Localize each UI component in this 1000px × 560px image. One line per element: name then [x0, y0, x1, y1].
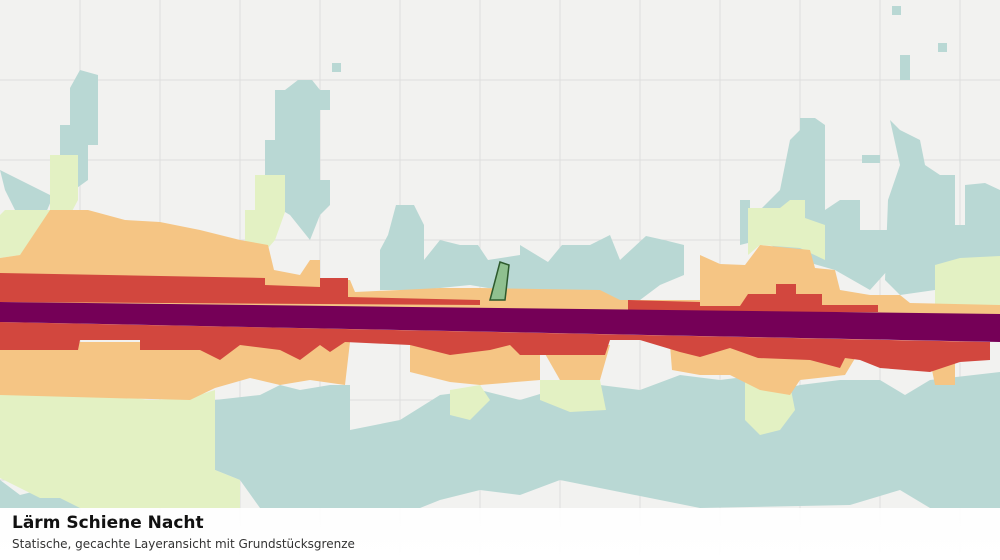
caption-subtitle: Statische, gecachte Layeransicht mit Gru…: [12, 537, 355, 551]
noise-zone-highest: [0, 302, 1000, 342]
noise-zone-high: [0, 273, 990, 372]
noise-zone-lowmid: [0, 155, 1000, 508]
caption: Lärm Schiene Nacht Statische, gecachte L…: [0, 508, 1000, 560]
parcel-boundary: [489, 261, 510, 301]
caption-title: Lärm Schiene Nacht: [12, 513, 204, 533]
